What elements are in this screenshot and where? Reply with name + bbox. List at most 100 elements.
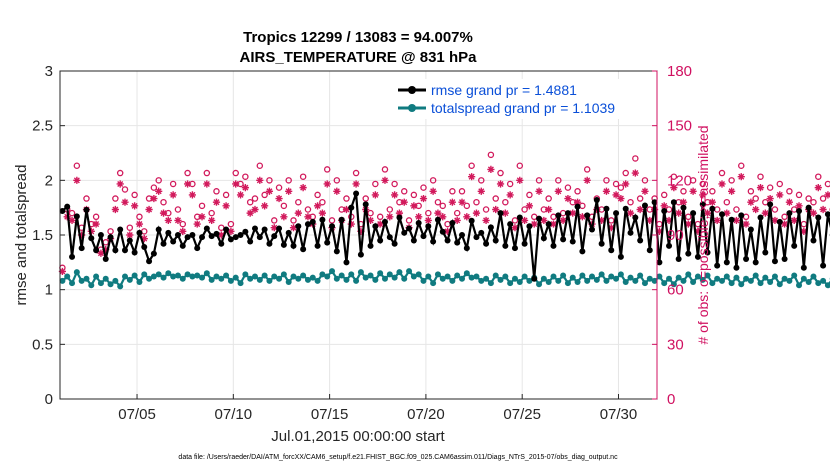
rmse-point [232,234,239,241]
rmse-point [357,251,364,258]
obs-assimilated-point [477,187,485,195]
legend: rmse grand pr = 1.4881 totalspread grand… [394,79,644,119]
totalspread-point [521,273,528,280]
rmse-point [666,242,673,249]
legend-totalspread-marker [408,104,416,112]
obs-possible-point [299,173,307,180]
obs-possible-point [304,206,312,213]
rmse-point [444,237,451,244]
rmse-point [723,259,730,266]
rmse-point [430,238,437,245]
obs-assimilated-point [785,198,793,206]
obs-assimilated-point [646,216,654,225]
obs-assimilated-point [208,216,216,225]
obs-assimilated-point [78,231,86,239]
obs-assimilated-point [655,227,664,235]
obs-possible-point [150,184,158,191]
rmse-point [203,225,210,232]
obs-possible-point [819,195,827,202]
totalspread-point [256,276,263,283]
rmse-point [406,225,413,232]
right-tick-label: 60 [667,282,684,299]
obs-assimilated-point [583,176,591,184]
obs-assimilated-point [622,180,630,188]
totalspread-point [247,275,254,282]
obs-assimilated-point [256,176,264,184]
obs-assimilated-point [391,191,399,199]
totalspread-point [131,272,138,279]
y-axis-label-right: # of obs: o=possible; ×=assimilated [695,125,711,344]
rmse-point [449,219,456,226]
totalspread-point [641,280,648,287]
obs-possible-point [376,213,384,221]
obs-possible-point [786,188,793,195]
obs-assimilated-point [342,205,351,214]
obs-possible-point [261,191,268,199]
rmse-point [208,233,215,240]
obs-possible-point [420,184,427,191]
totalspread-point [743,275,750,282]
obs-assimilated-point [723,209,731,217]
rmse-point [560,236,567,243]
obs-assimilated-point [708,198,716,206]
obs-possible-point [478,177,485,184]
obs-assimilated-point [506,191,514,199]
totalspread-point [603,277,610,284]
totalspread-point [810,273,817,280]
obs-assimilated-point [545,205,553,214]
obs-possible-point [752,195,759,202]
rmse-point [738,212,745,219]
totalspread-point [767,279,774,286]
rmse-point [661,207,668,214]
rmse-point [107,234,114,241]
obs-possible-point [723,198,731,206]
obs-possible-point [405,217,413,224]
obs-assimilated-point [800,227,808,235]
obs-possible-point [290,217,297,224]
obs-assimilated-point [217,231,225,239]
totalspread-point [304,276,311,283]
rmse-point [141,244,148,251]
rmse-point [781,256,788,263]
rmse-point [179,242,186,249]
obs-assimilated-point [453,216,461,225]
totalspread-point [646,275,653,282]
obs-possible-point [516,162,524,170]
rmse-point [690,210,697,217]
obs-assimilated-point [333,187,341,195]
obs-assimilated-point [415,213,423,221]
obs-possible-point [400,188,408,195]
left-tick-label: 0.5 [32,336,53,353]
totalspread-point [218,275,225,282]
rmse-point [810,237,817,244]
obs-assimilated-point [694,227,702,235]
obs-possible-point [92,213,100,221]
totalspread-point [391,274,398,281]
rmse-point [771,258,778,265]
totalspread-point [483,275,490,282]
totalspread-point [280,271,287,278]
rmse-point [637,237,644,244]
obs-possible-point [453,209,461,217]
obs-possible-point [473,198,480,206]
obs-possible-point [776,180,784,188]
obs-assimilated-point [424,216,432,225]
obs-assimilated-point [159,209,168,217]
obs-possible-point [805,195,812,202]
totalspread-point [430,280,437,287]
obs-possible-point [227,220,235,228]
obs-possible-point [492,195,499,202]
obs-possible-point [266,177,273,184]
rmse-point [574,203,581,210]
rmse-point [709,205,716,212]
totalspread-point [762,274,769,281]
rmse-point [121,247,128,254]
obs-assimilated-point [251,205,259,214]
obs-possible-point [583,166,591,173]
obs-assimilated-point [752,205,760,214]
totalspread-point [574,279,581,286]
obs-possible-point [116,169,124,177]
totalspread-point [454,272,461,279]
obs-possible-point [699,180,706,188]
obs-possible-point [463,202,471,210]
